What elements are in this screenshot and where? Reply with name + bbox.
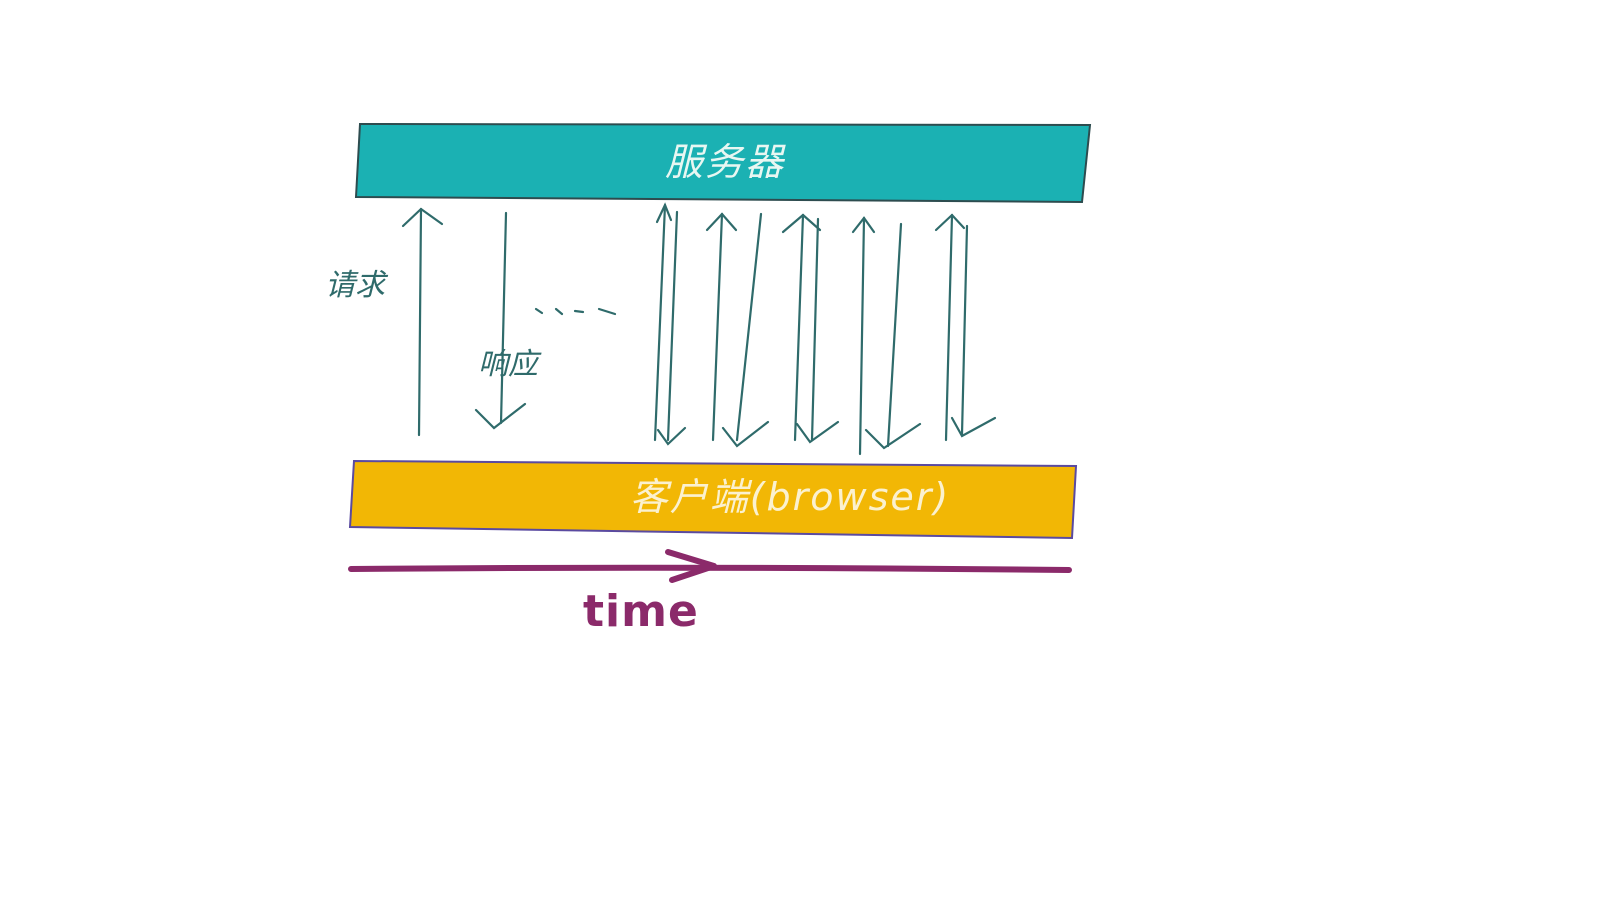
ellipsis-dash — [534, 307, 544, 315]
request-arrow-5 — [858, 216, 866, 456]
time-axis: time — [348, 549, 1072, 637]
request-arrow-2 — [653, 203, 667, 442]
response-arrow-3 — [735, 212, 763, 442]
response-arrowhead-6 — [950, 416, 997, 438]
response-arrow-6 — [960, 224, 969, 436]
client-block: 客户端(browser) — [348, 459, 1078, 540]
response-label: 响应 — [478, 347, 542, 382]
ellipsis-dash — [597, 307, 617, 316]
server-block: 服务器 — [354, 122, 1092, 204]
ellipsis-dash — [573, 309, 585, 314]
request-arrow-4 — [793, 213, 805, 442]
ellipsis-dash — [554, 307, 564, 316]
message-arrows — [401, 202, 997, 456]
request-arrowhead-4 — [781, 213, 822, 234]
response-arrowhead-3 — [721, 420, 770, 448]
client-bar — [348, 459, 1078, 540]
request-arrowhead — [401, 207, 444, 228]
request-arrowhead-2 — [655, 202, 673, 224]
request-arrow — [417, 207, 423, 437]
server-label: 服务器 — [665, 140, 786, 184]
request-arrow-6 — [944, 213, 954, 442]
request-label: 请求 — [325, 268, 389, 303]
request-arrow-3 — [711, 212, 724, 442]
time-label: time — [583, 586, 699, 637]
request-arrowhead-5 — [851, 216, 876, 234]
request-arrowhead-6 — [934, 213, 966, 232]
response-arrow-4 — [810, 217, 820, 442]
request-arrowhead-3 — [705, 212, 738, 232]
time-axis-arrowhead — [665, 549, 717, 583]
server-bar — [354, 122, 1092, 204]
response-arrow-5 — [886, 222, 903, 448]
response-arrowhead — [474, 402, 527, 430]
response-arrow-2 — [666, 210, 679, 442]
response-arrowhead-5 — [864, 422, 922, 450]
response-arrowhead-4 — [795, 420, 840, 444]
response-arrowhead-2 — [656, 426, 687, 446]
response-arrow — [499, 211, 508, 425]
client-label: 客户端(browser) — [630, 475, 951, 519]
